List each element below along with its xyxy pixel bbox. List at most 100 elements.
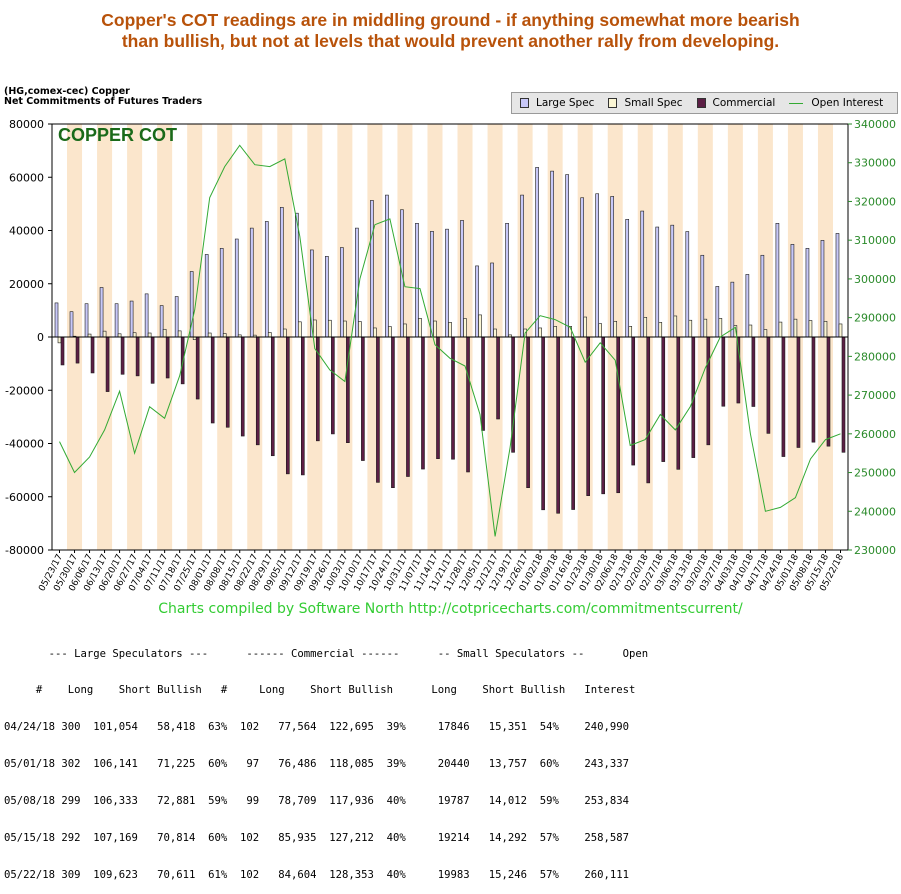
y-tick-label: 20000 [9,278,44,291]
large-spec-bar [820,240,825,338]
large-spec-bar [715,286,720,338]
small-spec-bar [418,318,422,338]
small-spec-bar [643,316,648,338]
large-spec-bar [550,170,554,338]
small-spec-bar [763,329,768,338]
table-row: 05/08/18 299 106,333 72,881 59% 99 78,70… [4,795,630,808]
symbol-line-2: Net Commitments of Futures Traders [4,96,203,107]
large-spec-bar [204,254,209,338]
small-spec-bar [808,320,813,338]
large-spec-bar [114,303,119,338]
credit-line[interactable]: Charts compiled by Software North http:/… [158,601,743,617]
small-spec-bar [373,327,377,338]
small-spec-bar [403,323,407,338]
commercial-bar [75,336,80,364]
large-spec-bar [805,248,810,338]
small-spec-bar [132,332,137,338]
legend-label-commercial: Commercial [712,97,776,109]
large-spec-bar [445,228,449,338]
commercial-bar [255,336,260,446]
large-spec-bar [99,287,104,338]
commercial-bar [90,336,95,374]
large-spec-bar [490,262,494,338]
commercial-bar [616,336,621,494]
data-table: --- Large Speculators --- ------ Commerc… [4,623,648,894]
commercial-bar [766,336,771,434]
open-interest-line [59,144,841,537]
legend-item-large-spec: Large Spec [520,97,594,109]
commercial-bar [120,336,125,375]
y2-tick-label: 240000 [854,505,896,518]
y2-tick-label: 330000 [854,157,896,170]
large-spec-bar [775,223,780,338]
table-row: 05/22/18 309 109,623 70,611 61% 102 84,6… [4,868,630,881]
small-spec-bar [448,322,452,338]
commercial-bar [676,336,681,470]
large-spec-bar [505,223,509,338]
large-spec-bar [535,167,539,338]
large-spec-bar [595,193,599,338]
large-spec-bar [340,247,344,338]
y-tick-label: -60000 [5,491,44,504]
large-spec-bar [430,230,434,338]
large-spec-bar [174,296,179,338]
large-spec-bar [460,220,464,338]
y2-tick-label: 340000 [854,118,896,131]
commercial-bar [376,336,380,483]
small-spec-bar [838,323,843,338]
y-tick-label: -80000 [5,544,44,557]
commercial-bar [436,336,440,459]
small-spec-bar [748,324,753,338]
small-spec-bar [538,327,542,338]
small-spec-bar [793,318,798,338]
large-spec-bar [219,248,224,338]
commercial-bar [586,336,590,496]
table-header-2: # Long Short Bullish # Long Short Bullis… [4,684,636,697]
large-spec-bar [685,231,690,338]
commercial-bar [285,336,290,475]
large-spec-bar [580,197,584,338]
cot-chart: 80000 60000 40000 20000 0 -20000 -40000 -60000 -… [5,118,896,593]
commercial-bar [270,336,275,457]
commercial-bar [466,336,470,473]
small-spec-bar [823,320,828,338]
y2-tick-label: 250000 [854,467,896,480]
commercial-bar [240,336,245,437]
commercial-bar [391,336,395,488]
y2-tick-label: 260000 [854,428,896,441]
commercial-bar [301,336,305,476]
large-spec-bar [249,227,254,338]
chart-title: COPPER COT [58,125,177,145]
commercial-bar [150,336,155,384]
large-spec-bar [279,207,284,338]
commercial-bar [556,336,560,514]
large-spec-bar [264,221,269,338]
commercial-bar [180,336,185,385]
y2-tick-label: 300000 [854,273,896,286]
large-spec-bar [700,254,705,338]
small-spec-bar [703,318,708,338]
small-spec-bar [628,326,633,338]
y-tick-label: 80000 [9,118,44,131]
commercial-bar [406,336,410,477]
small-spec-bar [583,316,587,338]
small-spec-bar [102,330,107,338]
commercial-bar [421,336,425,470]
commercial-bar [60,336,65,366]
commercial-bar [571,336,575,510]
y2-tick-label: 310000 [854,234,896,247]
commercial-bar [826,336,831,447]
y2-tick-label: 320000 [854,195,896,208]
small-spec-bar [343,320,347,338]
small-spec-bar [313,319,317,338]
large-spec-bar [475,265,479,338]
commercial-bar [105,336,110,392]
commercial-bar [481,336,485,431]
headline-line-2: than bullish, but not at levels that wou… [121,31,780,51]
commercial-bar [661,336,666,462]
large-spec-bar [670,224,675,338]
legend-label-large-spec: Large Spec [536,97,595,109]
large-spec-bar [835,233,840,338]
small-spec-bar [328,319,332,338]
y-tick-label: 0 [37,331,44,344]
